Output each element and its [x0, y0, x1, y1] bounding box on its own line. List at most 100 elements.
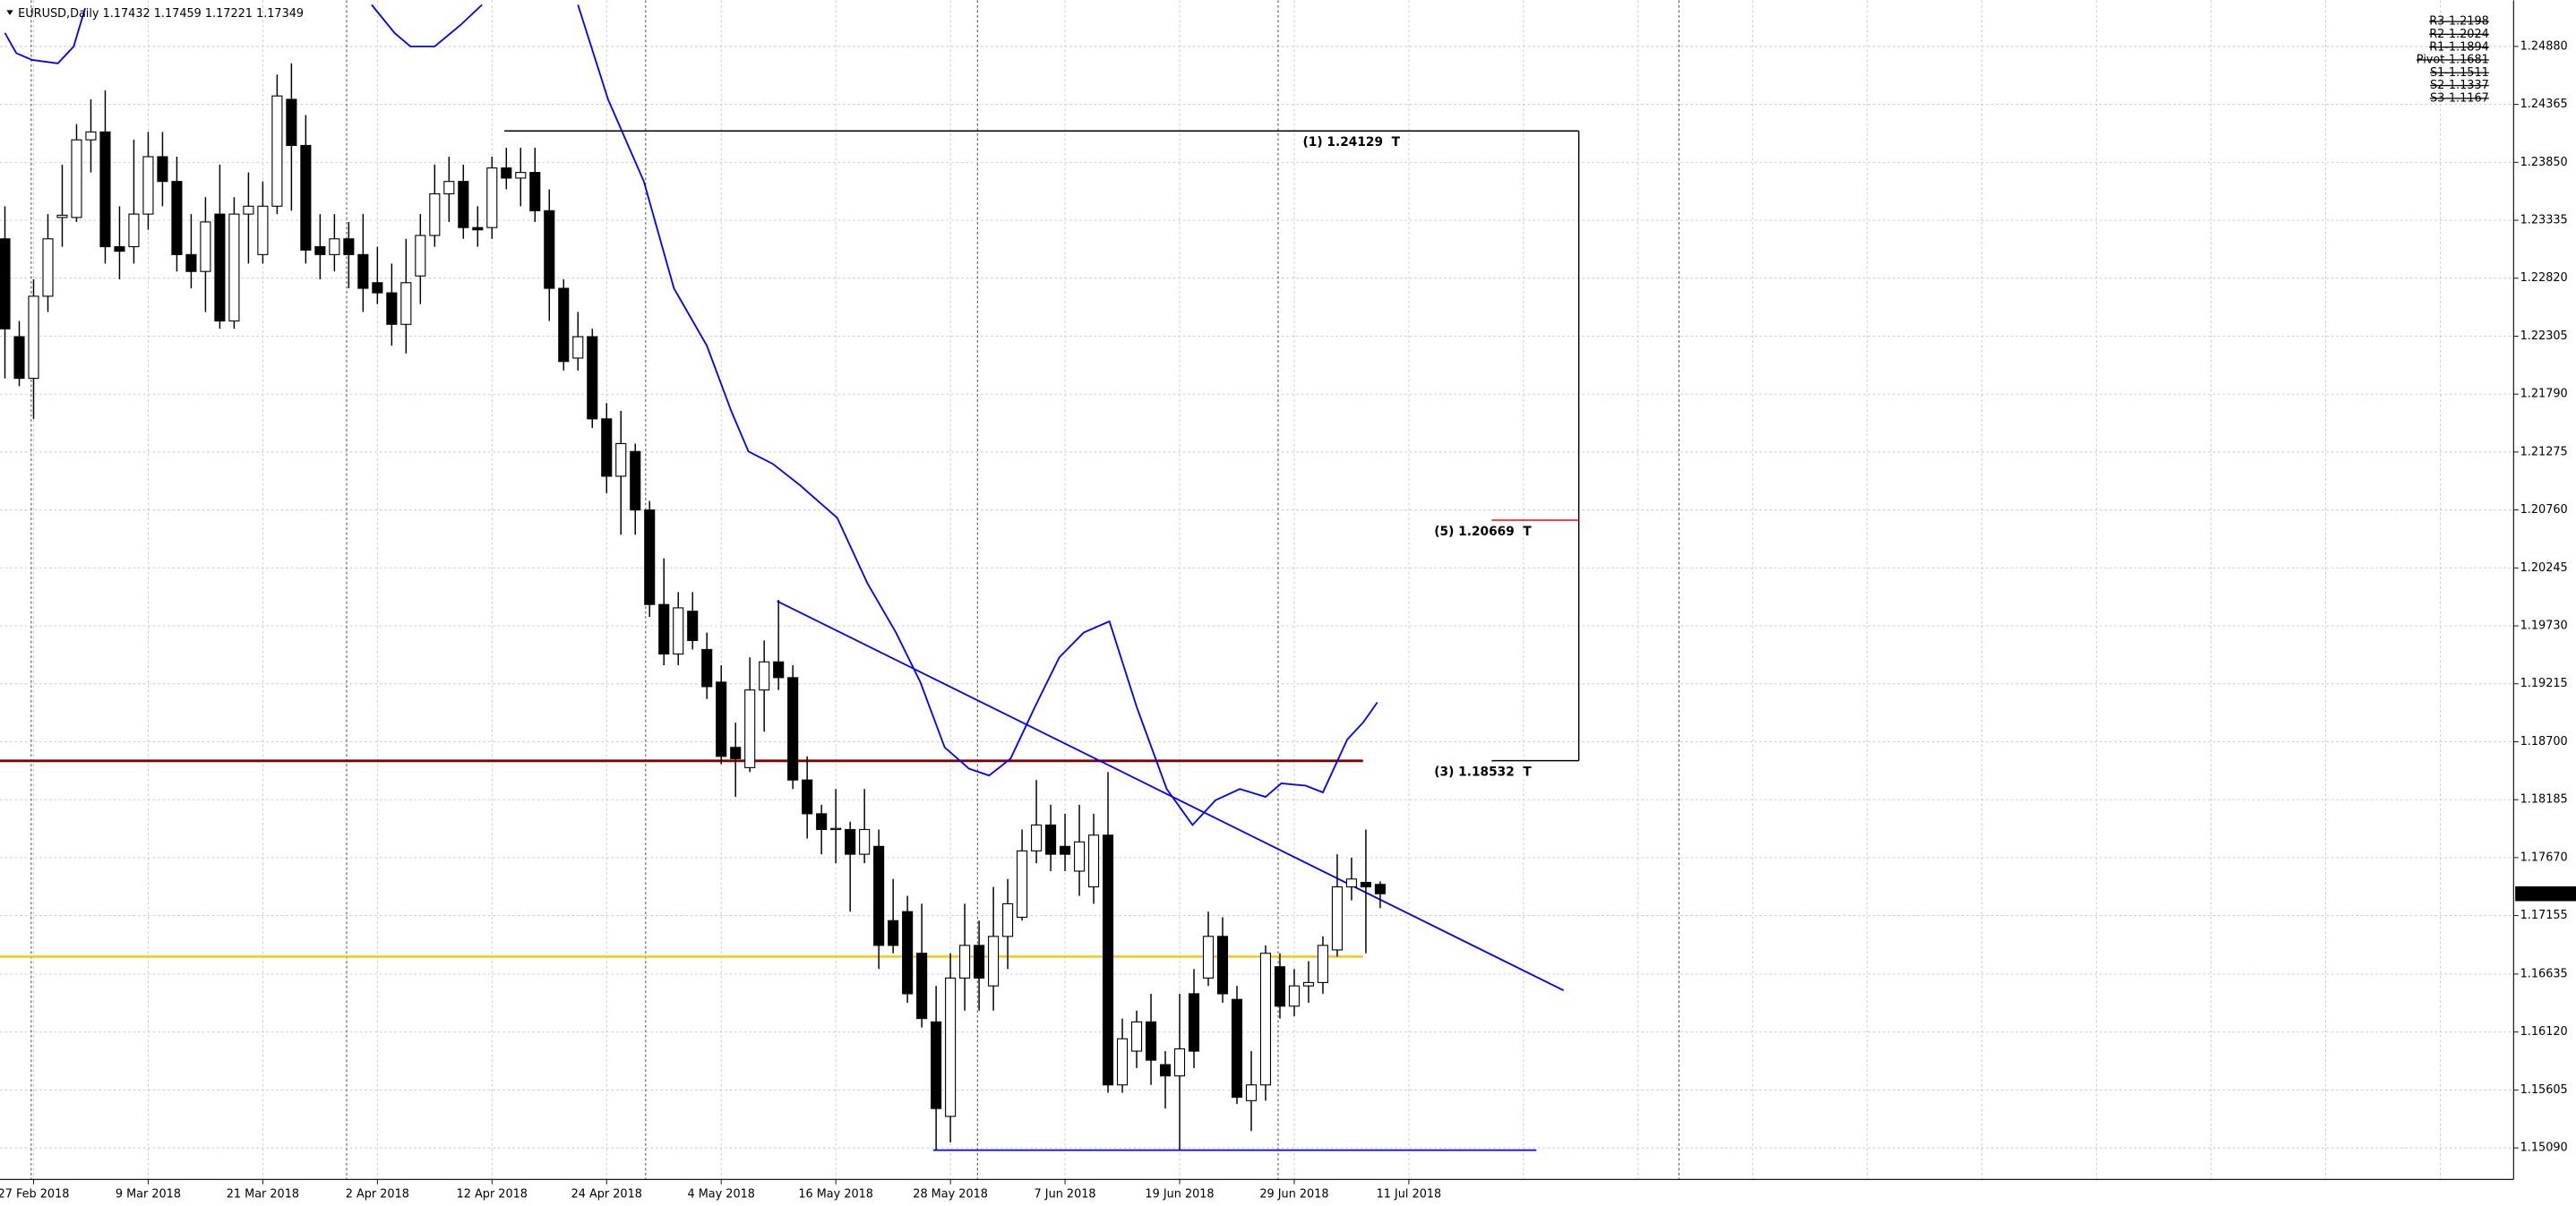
candle-body	[357, 253, 369, 289]
candle-body	[13, 336, 25, 380]
y-tick-label: 1.16120	[2520, 1025, 2568, 1039]
candle-body	[99, 131, 111, 248]
candle-body	[787, 677, 799, 781]
candle-body	[945, 977, 957, 1117]
candle-body	[931, 1021, 942, 1109]
pivot-label: Pivot-1.1681	[2417, 54, 2489, 67]
price-tag	[2515, 885, 2576, 902]
candle-body	[644, 509, 656, 605]
candle-body	[1002, 902, 1014, 937]
y-tick-label: 1.19215	[2520, 677, 2568, 690]
candle-body	[816, 813, 828, 831]
candle-body	[28, 295, 39, 380]
candle-body	[271, 95, 283, 207]
menu-icon[interactable]	[6, 10, 13, 15]
y-tick-label: 1.24365	[2520, 98, 2568, 111]
candle-body	[1331, 886, 1344, 951]
chart-header: EURUSD,Daily 1.17432 1.17459 1.17221 1.1…	[18, 7, 304, 21]
candle-body	[71, 139, 82, 218]
candle-body	[300, 144, 312, 251]
candle-body	[974, 945, 985, 979]
candle-body	[171, 181, 183, 255]
x-tick-label: 16 May 2018	[798, 1187, 873, 1201]
candle-body	[873, 845, 885, 946]
pivot-label: S2-1.1337	[2430, 79, 2489, 92]
close-value: 1.17349	[256, 7, 304, 21]
candle-body	[400, 282, 412, 325]
y-tick-label: 1.24880	[2520, 39, 2568, 53]
candle-body	[1360, 881, 1371, 888]
y-tick-label: 1.22820	[2520, 271, 2568, 285]
candle-body	[372, 282, 383, 294]
candle-body	[744, 689, 756, 768]
overlay: (1) 1.24129 T (5) 1.20669 T (3) 1.18532 T R…	[504, 15, 2489, 779]
x-tick-label: 27 Feb 2018	[0, 1187, 69, 1201]
x-tick-label: 11 Jul 2018	[1377, 1187, 1442, 1201]
candle-body	[443, 181, 455, 195]
candle-body	[1216, 936, 1229, 995]
candle-body	[1060, 845, 1071, 855]
candle-body	[615, 442, 627, 477]
candle-body	[1302, 981, 1315, 987]
candle-body	[1116, 1038, 1129, 1086]
candle-body	[902, 911, 914, 995]
x-tick-label: 19 Jun 2018	[1145, 1187, 1214, 1201]
y-tick-label: 1.19730	[2520, 620, 2568, 633]
x-tick-label: 21 Mar 2018	[227, 1187, 299, 1201]
y-tick-label: 1.22305	[2520, 329, 2568, 343]
candle-body	[286, 98, 297, 147]
level-line	[777, 600, 1565, 992]
candle-body	[1374, 884, 1386, 894]
candle-body	[802, 779, 813, 815]
y-tick-label: 1.15605	[2520, 1083, 2568, 1097]
x-tick-label: 29 Jun 2018	[1259, 1187, 1328, 1201]
low-value: 1.17221	[205, 7, 253, 21]
x-tick-label: 9 Mar 2018	[116, 1187, 181, 1201]
candle-body	[1087, 834, 1100, 888]
candle-body	[458, 181, 469, 228]
candle-body	[501, 167, 512, 179]
candle-body	[1259, 953, 1272, 1086]
candle-body	[830, 827, 842, 831]
candle-body	[200, 221, 211, 272]
candle-body	[673, 607, 684, 655]
candle-body	[1245, 1084, 1258, 1101]
candle-body	[257, 205, 269, 255]
x-tick-label: 7 Jun 2018	[1035, 1187, 1096, 1201]
pivot-label: S1-1.1511	[2430, 66, 2489, 80]
candle-body	[687, 611, 699, 641]
candle-body	[142, 156, 154, 215]
y-tick-label: 1.18185	[2520, 793, 2568, 807]
candle-body	[773, 661, 785, 679]
candle-body	[1188, 993, 1200, 1052]
y-tick-label: 1.20760	[2520, 503, 2568, 517]
target-label: (3) 1.18532 T	[1434, 765, 1532, 779]
y-tick-label: 1.17670	[2520, 851, 2568, 864]
candle-body	[1317, 945, 1329, 983]
candle-body	[214, 213, 226, 322]
candle-body	[429, 192, 441, 236]
pivot-label: R2-1.2024	[2429, 28, 2489, 41]
candle-body	[343, 238, 355, 255]
candle-body	[314, 246, 326, 255]
candle-body	[759, 661, 770, 691]
y-tick-label: 1.17155	[2520, 909, 2568, 922]
candle-body	[42, 238, 54, 297]
candle-body	[587, 336, 598, 420]
candle-body	[228, 213, 240, 322]
candle-body	[0, 238, 11, 329]
candle-body	[1102, 834, 1114, 1086]
y-tick-label: 1.15090	[2520, 1142, 2568, 1155]
candle-body	[1031, 824, 1043, 851]
candle-body	[486, 167, 498, 228]
pivot-label: R3-1.2198	[2429, 15, 2489, 29]
plot	[0, 4, 1565, 1151]
candle-body	[56, 214, 68, 218]
candle-body	[1145, 1021, 1157, 1061]
candle-body	[1159, 1064, 1172, 1077]
candle-body	[415, 235, 426, 277]
candle-body	[859, 828, 871, 855]
candle-body	[558, 287, 570, 363]
